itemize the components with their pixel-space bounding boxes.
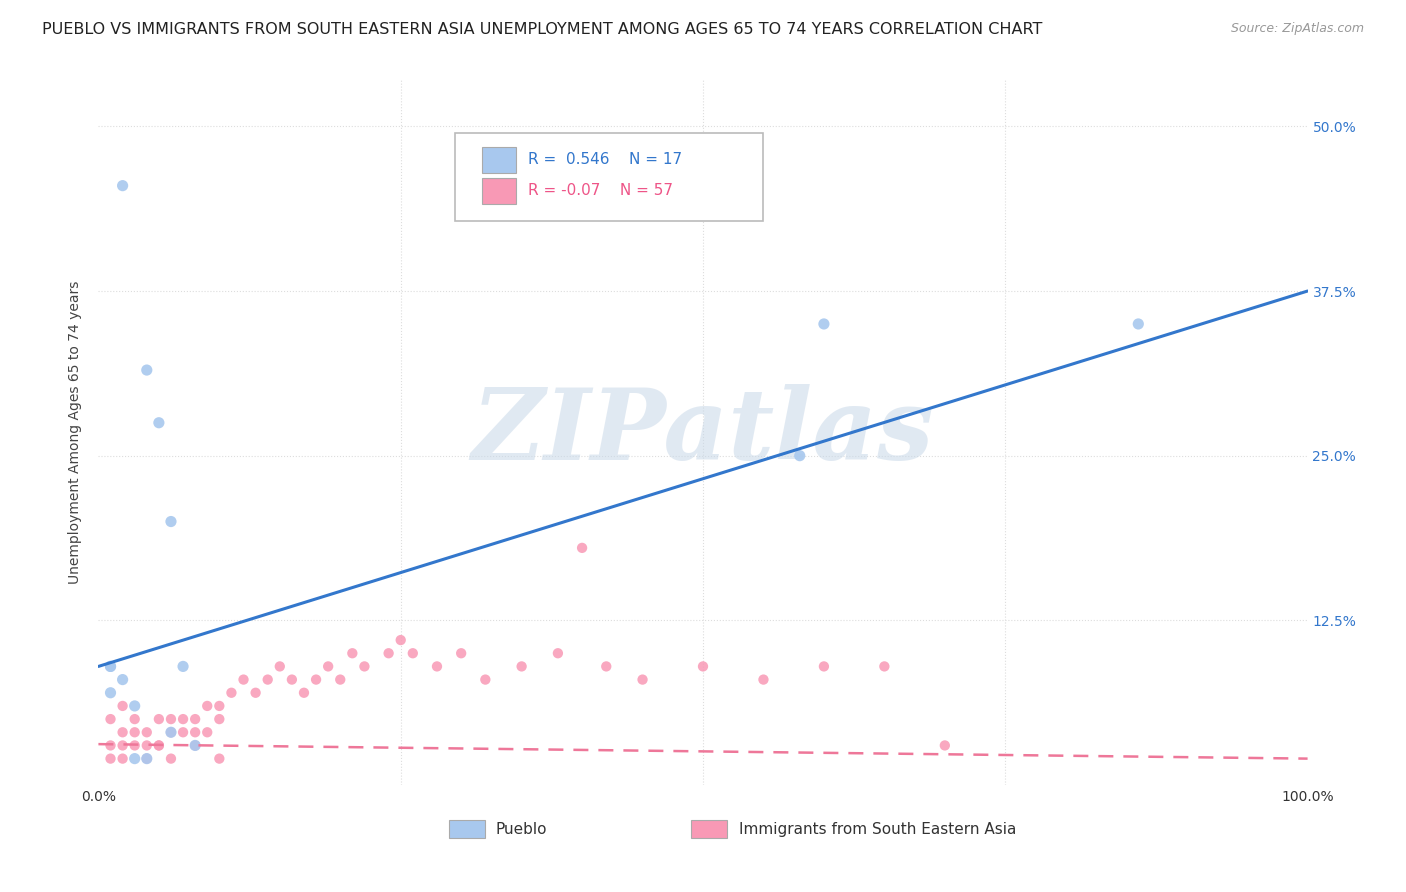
Point xyxy=(148,712,170,726)
Point xyxy=(256,673,278,687)
Point xyxy=(160,725,183,739)
Point xyxy=(160,725,183,739)
Text: Source: ZipAtlas.com: Source: ZipAtlas.com xyxy=(1230,22,1364,36)
Point xyxy=(316,659,339,673)
Point xyxy=(148,739,170,753)
Point xyxy=(100,659,122,673)
FancyBboxPatch shape xyxy=(482,178,516,204)
Point xyxy=(124,712,146,726)
Point xyxy=(184,739,207,753)
Point xyxy=(692,659,714,673)
Point xyxy=(184,739,207,753)
Point xyxy=(124,739,146,753)
Point xyxy=(342,646,364,660)
Point xyxy=(208,751,231,765)
Point xyxy=(135,725,157,739)
Point xyxy=(111,178,134,193)
Point xyxy=(195,725,218,739)
Point xyxy=(100,739,122,753)
Point xyxy=(100,712,122,726)
Text: R =  0.546    N = 17: R = 0.546 N = 17 xyxy=(527,153,682,168)
Point xyxy=(172,725,194,739)
Point xyxy=(631,673,654,687)
Point xyxy=(124,725,146,739)
Point xyxy=(402,646,425,660)
Point xyxy=(111,725,134,739)
Point xyxy=(232,673,254,687)
FancyBboxPatch shape xyxy=(690,821,727,838)
Point xyxy=(160,712,183,726)
Point xyxy=(100,751,122,765)
Point xyxy=(377,646,399,660)
Point xyxy=(148,416,170,430)
Text: PUEBLO VS IMMIGRANTS FROM SOUTH EASTERN ASIA UNEMPLOYMENT AMONG AGES 65 TO 74 YE: PUEBLO VS IMMIGRANTS FROM SOUTH EASTERN … xyxy=(42,22,1043,37)
Point xyxy=(160,751,183,765)
Point xyxy=(221,686,243,700)
Point xyxy=(208,698,231,713)
FancyBboxPatch shape xyxy=(482,146,516,173)
Point xyxy=(1128,317,1150,331)
Point xyxy=(571,541,593,555)
Point xyxy=(111,751,134,765)
Point xyxy=(547,646,569,660)
Point xyxy=(353,659,375,673)
Point xyxy=(111,698,134,713)
Point xyxy=(208,712,231,726)
Point xyxy=(305,673,328,687)
Point xyxy=(474,673,496,687)
Point xyxy=(135,363,157,377)
Point xyxy=(184,712,207,726)
Point xyxy=(389,633,412,648)
Point xyxy=(100,686,122,700)
Point xyxy=(450,646,472,660)
Point xyxy=(245,686,267,700)
Text: R = -0.07    N = 57: R = -0.07 N = 57 xyxy=(527,184,672,198)
Point xyxy=(172,659,194,673)
Point xyxy=(329,673,352,687)
Point xyxy=(135,751,157,765)
Point xyxy=(124,751,146,765)
Point xyxy=(148,739,170,753)
Point xyxy=(595,659,617,673)
Point xyxy=(752,673,775,687)
Text: ZIPatlas: ZIPatlas xyxy=(472,384,934,481)
FancyBboxPatch shape xyxy=(449,821,485,838)
Point xyxy=(135,751,157,765)
Point xyxy=(789,449,811,463)
Point xyxy=(135,739,157,753)
Point xyxy=(160,515,183,529)
Text: Immigrants from South Eastern Asia: Immigrants from South Eastern Asia xyxy=(740,822,1017,837)
Point xyxy=(813,659,835,673)
Point xyxy=(184,725,207,739)
Point xyxy=(100,659,122,673)
Point xyxy=(292,686,315,700)
Point xyxy=(510,659,533,673)
FancyBboxPatch shape xyxy=(456,133,763,221)
Point xyxy=(111,673,134,687)
Point xyxy=(124,698,146,713)
Point xyxy=(195,698,218,713)
Point xyxy=(426,659,449,673)
Point xyxy=(934,739,956,753)
Point xyxy=(269,659,291,673)
Point xyxy=(111,739,134,753)
Point xyxy=(172,712,194,726)
Y-axis label: Unemployment Among Ages 65 to 74 years: Unemployment Among Ages 65 to 74 years xyxy=(69,281,83,584)
Point xyxy=(813,317,835,331)
Point xyxy=(873,659,896,673)
Point xyxy=(281,673,304,687)
Text: Pueblo: Pueblo xyxy=(495,822,547,837)
